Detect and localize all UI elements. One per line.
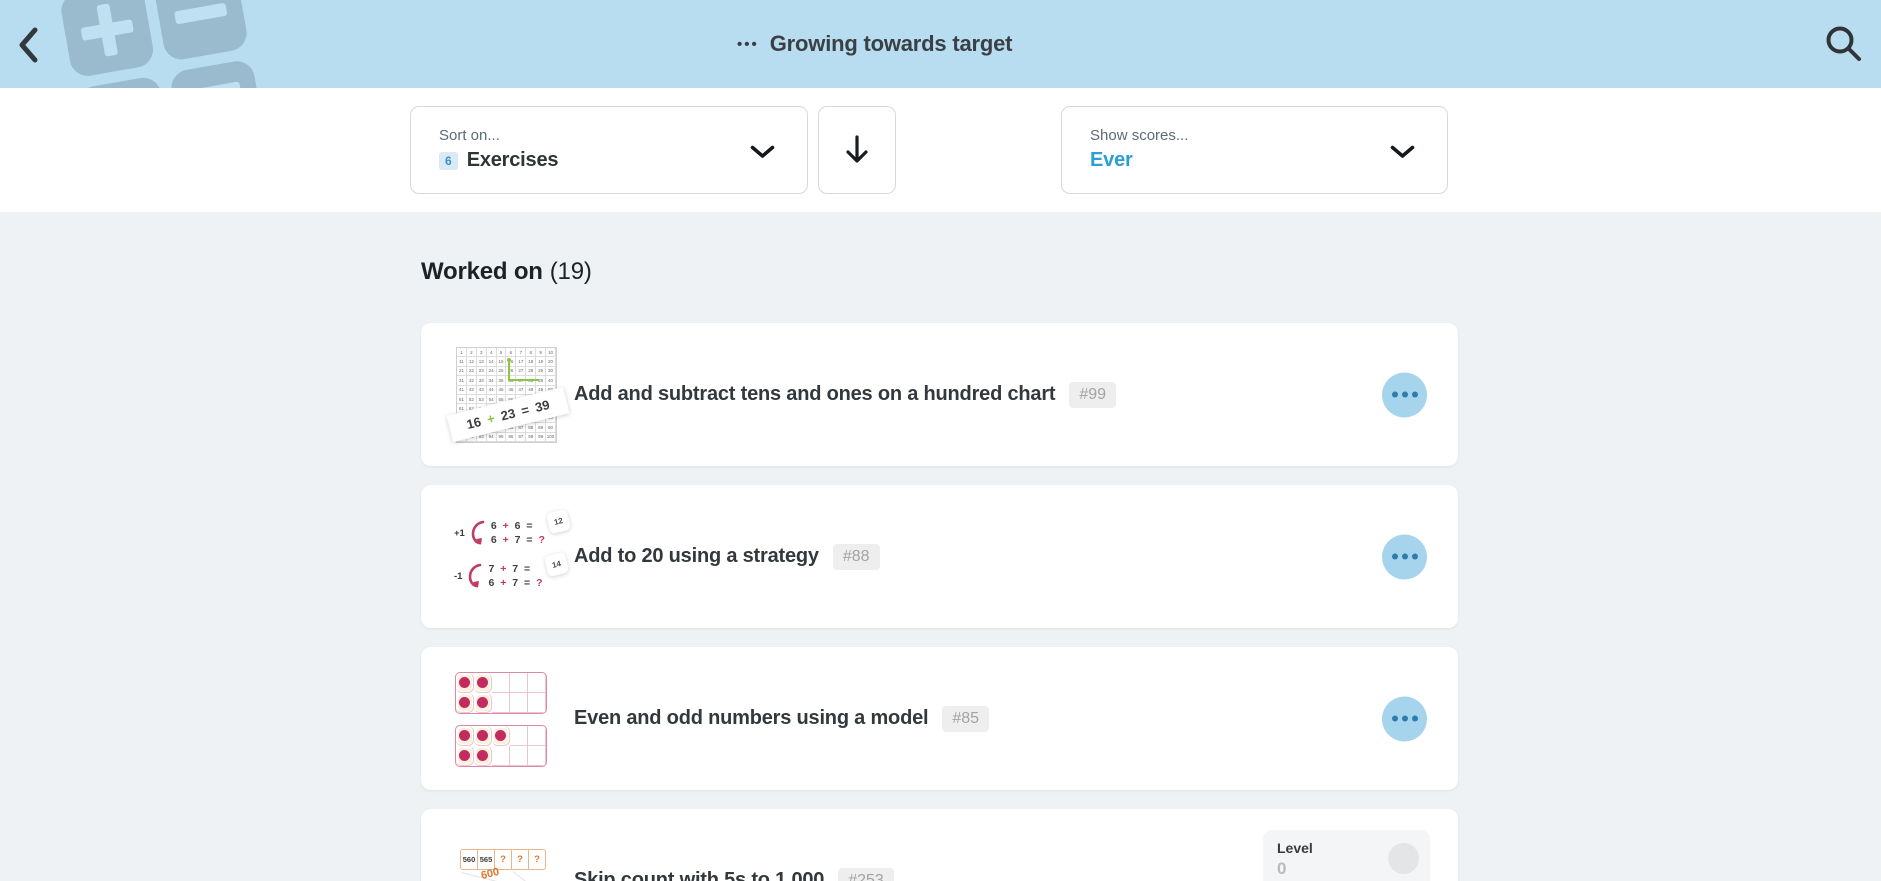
ten-frame-thumbnail [455,672,547,714]
minus-tile-icon [152,0,250,63]
skip-count-thumbnail: 560 565??? [460,849,546,870]
section-heading-count: (19) [549,258,592,285]
exercise-number-badge: #88 [832,543,880,570]
equation-line: 7 + 7 = [488,563,531,575]
equation-line: 6 + 7 = ? [490,534,546,546]
section-heading-title: Worked on [421,258,543,285]
chevron-down-icon [750,145,775,158]
curved-arrow-icon [471,520,485,545]
top-header: ••• Growing towards target [0,0,1881,88]
scores-label: Show scores... [1090,127,1189,144]
exercise-title: Even and odd numbers using a model [574,707,929,729]
exercise-title: Skip count with 5s to 1,000 [574,869,825,881]
exercise-card-hundred-chart[interactable]: 1 2 3 4 5 6 7 8 9 10 11 12 13 14 15 16 17 18 19 20 21 22 23 24 2… [421,323,1458,466]
more-options-button[interactable] [1382,372,1427,417]
section-heading: Worked on (19) [421,258,592,286]
search-icon [1826,26,1861,61]
calculator-tiles-decoration [58,0,266,88]
minus-tile-icon [168,58,266,88]
exercise-number-badge: #99 [1069,381,1117,408]
tile-icon [75,74,173,88]
exercise-title: Add and subtract tens and ones on a hund… [574,383,1056,405]
more-options-button[interactable] [1382,696,1427,741]
equation-line: 6 + 7 = ? [488,577,544,589]
show-scores-dropdown[interactable]: Show scores... Ever [1061,106,1448,194]
delta-label: +1 [454,528,465,539]
sort-direction-button[interactable] [818,106,896,194]
scores-value: Ever [1090,149,1133,171]
answer-chip: 14 [543,551,570,578]
filter-toolbar: Sort on... 6 Exercises Show scores... Ev… [0,88,1881,212]
page-title: Growing towards target [769,31,1013,56]
green-path-line [507,358,539,381]
chevron-down-icon [1390,145,1415,158]
level-panel: Level 0 [1263,830,1430,881]
exercise-card-add-to-20[interactable]: +1 6 + 6 = 6 + 7 = ? 12 -1 7 + 7 = 6 + 7… [421,485,1458,628]
more-dots-icon [1391,391,1398,398]
back-button[interactable] [13,24,43,66]
hundred-chart-thumbnail: 1 2 3 4 5 6 7 8 9 10 11 12 13 14 15 16 17 18 19 20 21 22 23 24 2… [446,347,570,443]
plus-tile-icon [58,0,156,79]
exercise-title: Add to 20 using a strategy [574,545,819,567]
sort-label: Sort on... [439,127,500,144]
delta-label: -1 [454,571,463,582]
strategy-row-1: +1 6 + 6 = 6 + 7 = ? 12 [454,508,572,549]
more-dots-indicator: ••• [737,35,759,53]
level-value: 0 [1277,859,1287,878]
exercise-number-badge: #85 [942,705,990,732]
curved-arrow-icon [469,563,482,588]
more-dots-icon [1391,553,1398,560]
arrow-down-icon [846,135,868,163]
search-button[interactable] [1822,22,1866,66]
chevron-left-icon [19,27,38,63]
more-options-button[interactable] [1382,534,1427,579]
level-progress-circle [1388,843,1419,874]
exercise-card-even-odd[interactable]: Even and odd numbers using a model #85 [421,647,1458,790]
sort-value: Exercises [466,149,559,171]
more-dots-icon [1391,715,1398,722]
answer-chip: 12 [546,508,572,535]
sort-dropdown[interactable]: Sort on... 6 Exercises [410,106,808,194]
sort-count-badge: 6 [439,151,458,170]
equation-line: 6 + 6 = [490,520,534,532]
callout-line [512,871,545,881]
strategy-row-2: -1 7 + 7 = 6 + 7 = ? 14 [454,551,570,592]
ten-frame-thumbnail [455,725,547,767]
exercise-card-skip-count[interactable]: 560 565??? 600 Skip count with 5s to 1,00… [421,809,1458,881]
header-title-group: ••• Growing towards target [737,0,1012,88]
exercise-number-badge: #253 [838,867,894,881]
level-label: Level [1277,840,1313,856]
